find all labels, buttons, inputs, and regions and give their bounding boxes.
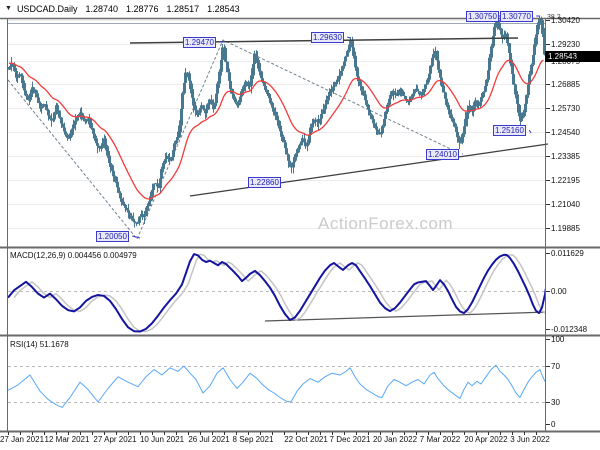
symbol-timeframe-label: USDCAD.Daily — [16, 4, 78, 14]
price-axis-tick-label: 0 — [551, 420, 556, 429]
x-axis-date-label: 3 Jun 2022 — [510, 435, 550, 444]
price-axis-tick-label: 100 — [551, 335, 565, 344]
price-axis-tick-label: 0.00 — [551, 287, 567, 296]
price-flag-annotation: 1.22860 — [248, 177, 281, 188]
price-flag-annotation: 1.25160 — [493, 125, 526, 136]
price-axis-tick-label: 70 — [551, 362, 560, 371]
price-flag-annotation: 1.30750 — [466, 11, 499, 22]
chevron-down-icon[interactable]: ▼ — [5, 5, 12, 12]
x-axis-date-label: 10 Jun 2021 — [139, 435, 185, 444]
price-axis-tick-label: 1.25730 — [551, 104, 580, 113]
x-axis-date-label: 7 Dec 2021 — [329, 435, 371, 444]
price-axis-tick-label: 1.29230 — [551, 40, 580, 49]
price-flag-annotation: 1.20050 — [96, 231, 129, 242]
x-axis-date-label: 22 Oct 2021 — [284, 435, 328, 444]
x-axis-date-label: 7 Mar 2022 — [419, 435, 461, 444]
price-axis-tick-label: 1.23385 — [551, 152, 580, 161]
price-flag-annotation: 1.29470 — [183, 37, 216, 48]
x-axis-date-label: 26 Jul 2021 — [188, 435, 230, 444]
actionforex-watermark: ActionForex.com — [318, 214, 454, 233]
price-axis-tick-label: 1.21040 — [551, 200, 580, 209]
ohlc-close-value: 1.28543 — [207, 4, 240, 14]
x-axis-date-label: 20 Apr 2022 — [464, 435, 508, 444]
x-axis-date-label: 8 Sep 2021 — [232, 435, 274, 444]
chart-title-bar: ▼ USDCAD.Daily 1.28740 1.28776 1.28517 1… — [0, 0, 600, 18]
price-flag-annotation: 1.29630 — [311, 32, 344, 43]
ohlc-high-value: 1.28776 — [126, 4, 159, 14]
price-axis-tick-label: 0.011629 — [551, 249, 584, 258]
price-axis-tick-label: 30 — [551, 398, 560, 407]
price-axis-tick-label: 1.30420 — [551, 16, 580, 25]
macd-indicator-label: MACD(12,26,9) 0.004456 0.004979 — [10, 251, 137, 260]
x-axis-date-label: 27 Apr 2021 — [93, 435, 137, 444]
x-axis-date-label: 27 Jan 2021 — [0, 435, 45, 444]
price-axis-tick-label: 1.22195 — [551, 176, 580, 185]
price-axis-tick-label: 1.24540 — [551, 128, 580, 137]
price-axis-tick-label: 1.26885 — [551, 80, 580, 89]
x-axis-date-label: 12 Mar 2021 — [44, 435, 90, 444]
ohlc-open-value: 1.28740 — [85, 4, 118, 14]
current-price-badge: 1.28543 — [545, 51, 600, 62]
rsi-indicator-label: RSI(14) 51.1678 — [10, 340, 69, 349]
price-flag-annotation: 1.24010 — [426, 149, 459, 160]
price-axis-tick-label: -0.012348 — [551, 325, 588, 334]
price-axis-tick-label: 1.28075 — [551, 57, 580, 66]
fib-382-label: 38.2 — [547, 14, 561, 21]
price-flag-annotation: 1.30770 — [500, 11, 533, 22]
price-axis-tick-label: 1.19885 — [551, 224, 580, 233]
x-axis-date-label: 20 Jan 2022 — [372, 435, 418, 444]
ohlc-low-value: 1.28517 — [166, 4, 200, 14]
